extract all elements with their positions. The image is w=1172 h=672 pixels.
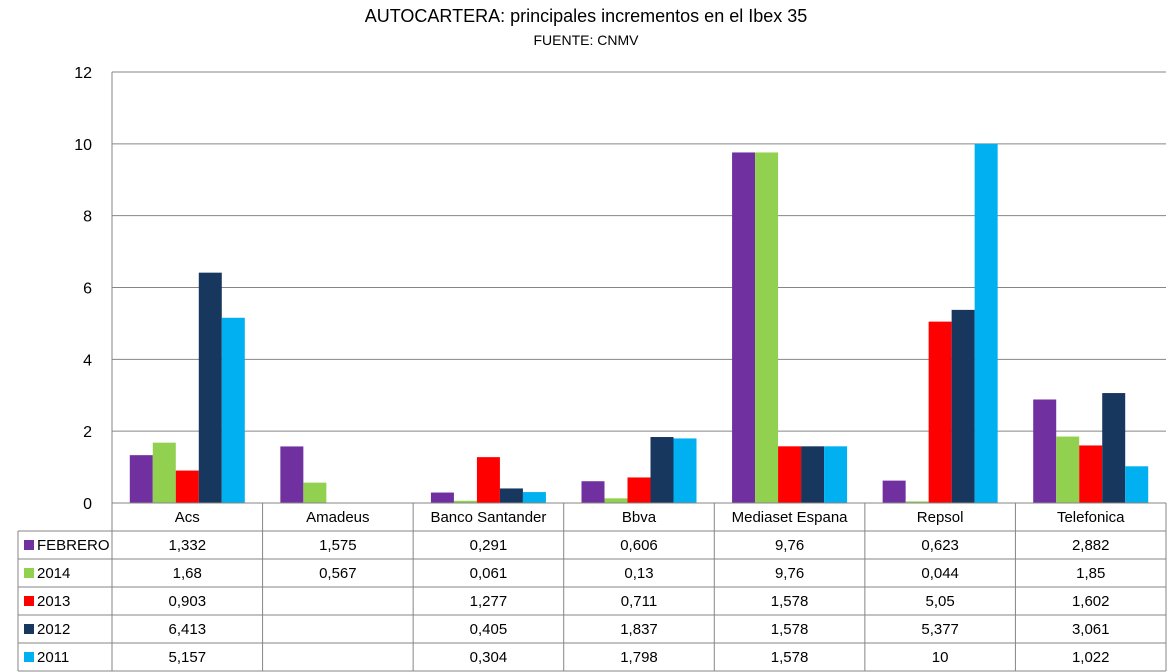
data-label: 9,76 bbox=[775, 537, 804, 554]
data-label: 1,578 bbox=[771, 593, 809, 610]
bar-2014-banco-santander bbox=[453, 500, 477, 503]
legend-entry: 2013 bbox=[37, 593, 70, 610]
data-label: 0,304 bbox=[470, 649, 508, 666]
y-tick-label: 2 bbox=[83, 424, 92, 441]
bar-2013-acs bbox=[175, 470, 199, 503]
data-label: 9,76 bbox=[775, 565, 804, 582]
x-tick-label: Bbva bbox=[622, 509, 657, 526]
x-tick-label: Acs bbox=[175, 509, 200, 526]
bars bbox=[129, 143, 1149, 504]
bar-2013-mediaset-espana bbox=[778, 446, 802, 503]
data-label: 2,882 bbox=[1072, 537, 1110, 554]
legend-swatch bbox=[24, 540, 34, 550]
data-label: 0,13 bbox=[624, 565, 653, 582]
bar-2011-bbva bbox=[673, 438, 697, 503]
bar-febrero-repsol bbox=[882, 480, 906, 503]
data-label: 1,022 bbox=[1072, 649, 1110, 666]
bar-2012-banco-santander bbox=[499, 488, 523, 503]
bar-2011-telefonica bbox=[1125, 466, 1149, 503]
data-label: 5,377 bbox=[921, 621, 959, 638]
data-label: 1,602 bbox=[1072, 593, 1110, 610]
data-label: 0,606 bbox=[620, 537, 658, 554]
data-label: 1,68 bbox=[173, 565, 202, 582]
bar-2014-amadeus bbox=[303, 482, 327, 503]
data-table: Acs Amadeus Banco Santander Bbva Mediaset Es… bbox=[17, 502, 1167, 672]
bar-2012-acs bbox=[198, 272, 222, 503]
data-label: 0,623 bbox=[921, 537, 959, 554]
data-label: 5,05 bbox=[926, 593, 955, 610]
x-tick-label: Amadeus bbox=[306, 509, 369, 526]
legend-swatch bbox=[24, 596, 34, 606]
bar-2011-acs bbox=[221, 317, 245, 503]
bar-2014-mediaset-espana bbox=[755, 152, 779, 503]
data-label: 1,837 bbox=[620, 621, 658, 638]
bar-2013-telefonica bbox=[1079, 445, 1103, 503]
chart-title: AUTOCARTERA: principales incrementos en … bbox=[364, 6, 808, 26]
legend-entry: FEBRERO bbox=[37, 537, 110, 554]
y-tick-label: 8 bbox=[83, 209, 92, 226]
bar-febrero-acs bbox=[129, 455, 153, 503]
bar-2012-telefonica bbox=[1102, 393, 1126, 503]
data-label: 1,85 bbox=[1076, 565, 1105, 582]
bar-2013-repsol bbox=[928, 321, 952, 503]
gridlines bbox=[112, 71, 1166, 432]
legend-swatch bbox=[24, 568, 34, 578]
data-label: 1,277 bbox=[470, 593, 508, 610]
x-tick-label: Repsol bbox=[917, 509, 964, 526]
x-tick-label: Banco Santander bbox=[430, 509, 546, 526]
bar-febrero-amadeus bbox=[280, 446, 304, 503]
x-tick-label: Telefonica bbox=[1057, 509, 1125, 526]
bar-2011-banco-santander bbox=[522, 492, 546, 503]
bar-2014-acs bbox=[152, 442, 176, 503]
data-label: 1,575 bbox=[319, 537, 357, 554]
data-label: 0,061 bbox=[470, 565, 508, 582]
data-label: 1,332 bbox=[169, 537, 207, 554]
data-label: 1,578 bbox=[771, 621, 809, 638]
data-label: 0,567 bbox=[319, 565, 357, 582]
bar-2014-bbva bbox=[604, 498, 628, 503]
legend-swatch bbox=[24, 652, 34, 662]
bar-2013-banco-santander bbox=[476, 457, 500, 503]
data-label: 0,044 bbox=[921, 565, 959, 582]
bar-2012-mediaset-espana bbox=[801, 446, 825, 503]
bar-2012-repsol bbox=[951, 309, 975, 503]
legend-entry: 2012 bbox=[37, 621, 70, 638]
data-label: 3,061 bbox=[1072, 621, 1110, 638]
y-tick-label: 4 bbox=[83, 352, 92, 369]
bar-2012-bbva bbox=[650, 437, 674, 503]
data-label: 5,157 bbox=[169, 649, 207, 666]
x-tick-label: Mediaset Espana bbox=[732, 509, 849, 526]
chart-subtitle: FUENTE: CNMV bbox=[533, 32, 639, 48]
data-label: 10 bbox=[932, 649, 949, 666]
bar-2011-repsol bbox=[974, 143, 998, 504]
bar-febrero-bbva bbox=[581, 481, 605, 503]
legend-entry: 2011 bbox=[37, 649, 69, 666]
data-label: 0,711 bbox=[621, 593, 657, 610]
legend-entry: 2014 bbox=[37, 565, 70, 582]
y-tick-label: 0 bbox=[83, 496, 92, 513]
data-label: 6,413 bbox=[169, 621, 207, 638]
legend-swatch bbox=[24, 624, 34, 634]
bar-2014-telefonica bbox=[1056, 436, 1080, 503]
y-tick-label: 10 bbox=[74, 137, 92, 154]
bar-febrero-telefonica bbox=[1033, 399, 1057, 503]
bar-2014-repsol bbox=[905, 501, 929, 503]
data-label: 1,798 bbox=[620, 649, 658, 666]
y-tick-label: 6 bbox=[83, 281, 92, 298]
bar-2013-bbva bbox=[627, 477, 651, 503]
y-axis: 0 2 4 6 8 10 12 bbox=[74, 65, 113, 513]
data-label: 0,903 bbox=[169, 593, 207, 610]
bar-febrero-mediaset-espana bbox=[732, 152, 756, 503]
data-label: 0,405 bbox=[470, 621, 508, 638]
y-tick-label: 12 bbox=[74, 65, 92, 82]
data-label: 1,578 bbox=[771, 649, 809, 666]
data-label: 0,291 bbox=[470, 537, 508, 554]
bar-febrero-banco-santander bbox=[430, 492, 454, 503]
bar-2011-mediaset-espana bbox=[824, 446, 848, 503]
